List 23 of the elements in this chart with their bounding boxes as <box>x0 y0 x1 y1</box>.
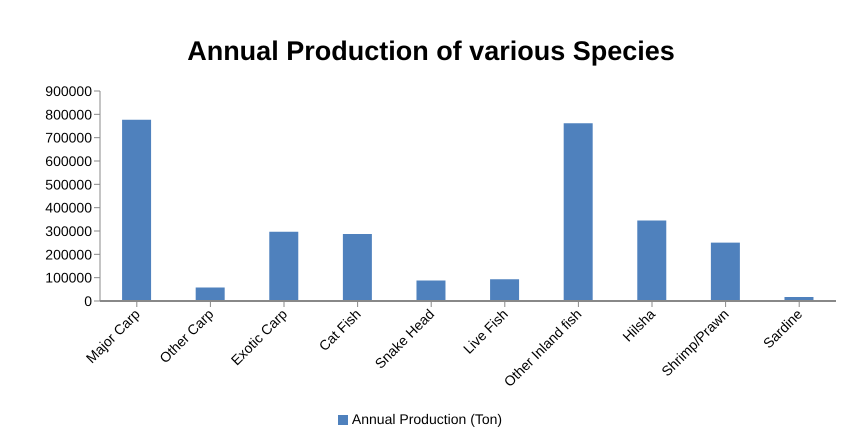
bar <box>269 232 298 301</box>
bar <box>416 280 446 301</box>
y-tick-label: 600000 <box>45 152 92 169</box>
y-tick-label: 200000 <box>45 246 92 262</box>
bar <box>490 279 520 301</box>
bar <box>564 123 593 301</box>
y-tick-label: 300000 <box>45 222 92 239</box>
bar <box>122 120 152 301</box>
chart-title: Annual Production of various Species <box>186 36 676 67</box>
y-tick-label: 900000 <box>45 82 92 99</box>
y-tick-label: 800000 <box>45 106 92 122</box>
y-tick-label: 0 <box>84 292 92 309</box>
x-tick-label: Cat Fish <box>316 306 364 354</box>
y-tick-label: 500000 <box>45 176 92 192</box>
x-tick-label: Live Fish <box>460 306 511 357</box>
bar <box>342 234 372 301</box>
bar <box>196 287 225 301</box>
legend-label: Annual Production (Ton) <box>352 411 502 427</box>
y-tick-label: 700000 <box>45 130 92 146</box>
y-tick-label: 100000 <box>45 270 92 286</box>
y-tick-label: 400000 <box>45 200 92 216</box>
bar <box>637 220 666 301</box>
bar <box>710 242 740 301</box>
